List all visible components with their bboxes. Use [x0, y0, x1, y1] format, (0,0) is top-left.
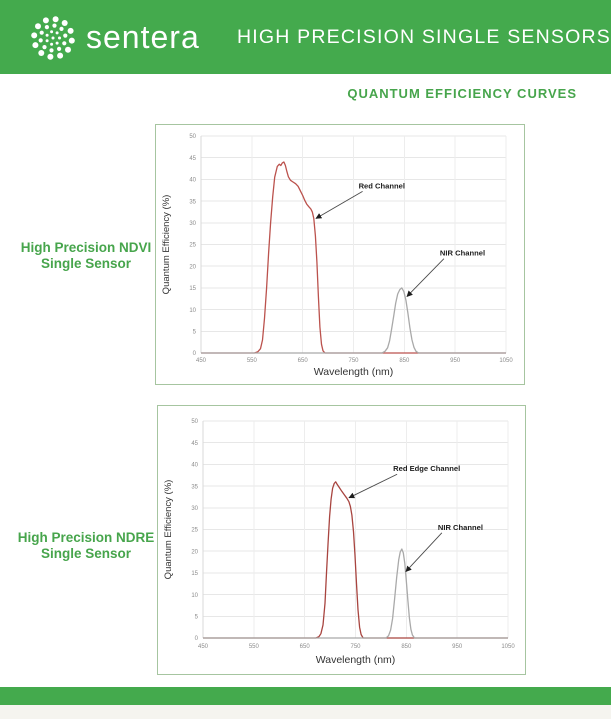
- subtitle: QUANTUM EFFICIENCY CURVES: [347, 86, 577, 101]
- svg-text:15: 15: [191, 571, 198, 577]
- svg-text:35: 35: [189, 199, 196, 205]
- brand-wordmark: sentera: [86, 19, 200, 55]
- svg-text:550: 550: [249, 644, 260, 650]
- svg-text:Wavelength (nm): Wavelength (nm): [316, 654, 396, 666]
- svg-text:NIR Channel: NIR Channel: [438, 523, 483, 532]
- svg-text:750: 750: [350, 644, 361, 650]
- ndre-chart-box: 0 5 10 15 20 25 30 35 40 45 50 450 550 650 750 850 950 10…: [157, 405, 526, 675]
- svg-text:30: 30: [191, 506, 198, 512]
- svg-text:5: 5: [195, 615, 199, 621]
- svg-text:15: 15: [189, 286, 196, 292]
- svg-text:45: 45: [191, 441, 198, 447]
- svg-text:20: 20: [191, 549, 198, 555]
- footer-bar: [0, 687, 611, 705]
- section-label-line: Single Sensor: [40, 255, 132, 271]
- svg-text:950: 950: [450, 358, 461, 364]
- section-label-ndvi: High Precision NDVI Single Sensor: [6, 240, 166, 271]
- svg-text:Quantum Efficiency (%): Quantum Efficiency (%): [161, 195, 172, 295]
- section-label-line: High Precision NDRE: [17, 530, 155, 545]
- svg-text:40: 40: [189, 178, 196, 184]
- svg-text:950: 950: [452, 644, 463, 650]
- svg-text:450: 450: [196, 358, 207, 364]
- svg-text:Quantum Efficiency (%): Quantum Efficiency (%): [163, 480, 174, 580]
- svg-text:NIR Channel: NIR Channel: [440, 249, 485, 258]
- svg-text:0: 0: [195, 636, 199, 642]
- sentera-brand: sentera: [27, 0, 200, 74]
- svg-text:45: 45: [189, 156, 196, 162]
- svg-text:450: 450: [198, 644, 209, 650]
- section-label-line: High Precision NDVI: [20, 240, 152, 255]
- svg-text:650: 650: [298, 358, 309, 364]
- svg-text:0: 0: [193, 351, 197, 357]
- footer-strip: [0, 705, 611, 719]
- svg-text:750: 750: [348, 358, 359, 364]
- svg-text:25: 25: [189, 243, 196, 249]
- svg-text:850: 850: [399, 358, 410, 364]
- section-label-line: Single Sensor: [40, 545, 132, 561]
- ndre-qe-chart: 0 5 10 15 20 25 30 35 40 45 50 450 550 650 750 850 950 10…: [163, 419, 515, 666]
- header-bar: sentera HIGH PRECISION SINGLE SENSORS: [0, 0, 611, 74]
- svg-text:Red Channel: Red Channel: [359, 181, 405, 190]
- svg-text:20: 20: [189, 264, 196, 270]
- svg-text:850: 850: [401, 644, 412, 650]
- ndvi-qe-chart: 0 5 10 15 20 25 30 35 40 45 50 450 550 650 750 850 950 10…: [161, 134, 513, 378]
- page-title: HIGH PRECISION SINGLE SENSORS: [237, 25, 611, 48]
- svg-text:5: 5: [193, 330, 197, 336]
- svg-text:10: 10: [191, 593, 198, 599]
- svg-text:50: 50: [189, 134, 196, 140]
- sentera-logo-icon: [31, 16, 75, 60]
- svg-text:550: 550: [247, 358, 258, 364]
- ndvi-chart-box: 0 5 10 15 20 25 30 35 40 45 50 450 550 650 750 850 950 10…: [155, 124, 525, 385]
- section-label-ndre: High Precision NDRE Single Sensor: [6, 530, 166, 561]
- svg-text:1050: 1050: [501, 644, 515, 650]
- svg-text:35: 35: [191, 484, 198, 490]
- svg-text:1050: 1050: [499, 358, 513, 364]
- svg-text:40: 40: [191, 463, 198, 469]
- svg-text:Red Edge Channel: Red Edge Channel: [393, 464, 460, 473]
- svg-text:650: 650: [300, 644, 311, 650]
- svg-text:30: 30: [189, 221, 196, 227]
- svg-text:25: 25: [191, 528, 198, 534]
- svg-text:50: 50: [191, 419, 198, 425]
- svg-text:10: 10: [189, 308, 196, 314]
- svg-text:Wavelength (nm): Wavelength (nm): [314, 366, 394, 378]
